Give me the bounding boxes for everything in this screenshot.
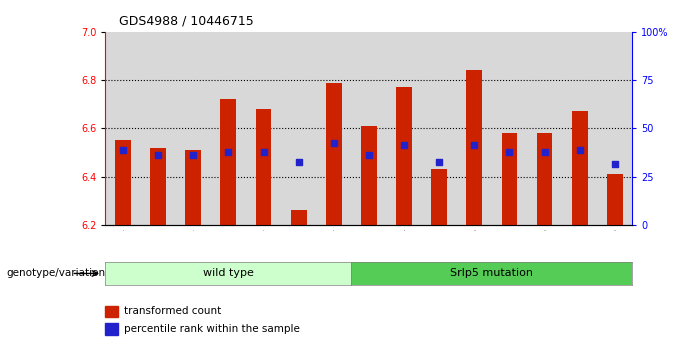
- Point: [574, 147, 585, 153]
- Bar: [105, 32, 141, 225]
- Bar: [386, 32, 422, 225]
- Bar: [562, 32, 597, 225]
- Point: [293, 159, 304, 165]
- Bar: [175, 32, 211, 225]
- Bar: [457, 32, 492, 225]
- Point: [363, 152, 374, 158]
- Text: wild type: wild type: [203, 268, 254, 279]
- Bar: [537, 133, 552, 225]
- Point: [609, 162, 620, 167]
- Bar: [431, 169, 447, 225]
- Bar: [527, 32, 562, 225]
- Bar: [572, 112, 588, 225]
- Point: [398, 142, 409, 148]
- Point: [434, 159, 445, 165]
- Bar: [326, 82, 341, 225]
- Point: [152, 152, 163, 158]
- Bar: [186, 150, 201, 225]
- Bar: [466, 70, 482, 225]
- Bar: [211, 32, 246, 225]
- Bar: [607, 174, 623, 225]
- Text: GDS4988 / 10446715: GDS4988 / 10446715: [119, 14, 254, 27]
- Bar: [291, 210, 307, 225]
- Point: [223, 150, 234, 155]
- Text: transformed count: transformed count: [124, 306, 222, 316]
- Bar: [246, 32, 281, 225]
- Point: [328, 140, 339, 145]
- Bar: [141, 32, 175, 225]
- Bar: [352, 32, 386, 225]
- Bar: [150, 148, 166, 225]
- Point: [118, 147, 129, 153]
- Point: [258, 150, 269, 155]
- Bar: [316, 32, 352, 225]
- Point: [469, 142, 479, 148]
- Bar: [492, 32, 527, 225]
- Text: percentile rank within the sample: percentile rank within the sample: [124, 324, 301, 334]
- Point: [188, 152, 199, 158]
- Bar: [281, 32, 316, 225]
- Point: [539, 150, 550, 155]
- Bar: [422, 32, 457, 225]
- Bar: [597, 32, 632, 225]
- Bar: [396, 87, 412, 225]
- Bar: [220, 99, 236, 225]
- Bar: [502, 133, 517, 225]
- Text: Srlp5 mutation: Srlp5 mutation: [450, 268, 533, 279]
- Text: genotype/variation: genotype/variation: [7, 268, 106, 279]
- Bar: [256, 109, 271, 225]
- Bar: [361, 126, 377, 225]
- Point: [504, 150, 515, 155]
- Bar: [115, 141, 131, 225]
